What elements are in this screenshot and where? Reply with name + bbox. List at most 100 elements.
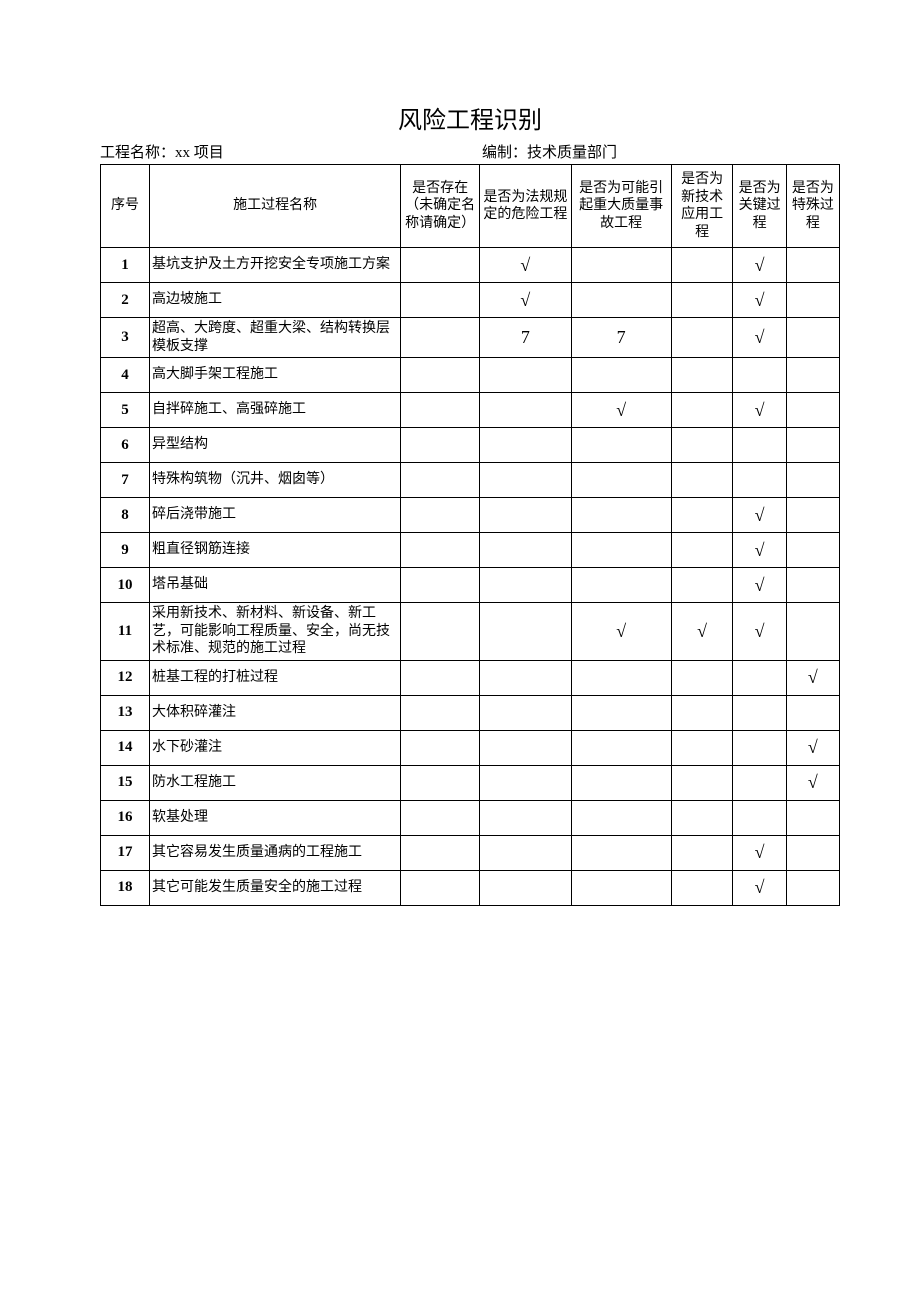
cell-c6 [786,463,839,498]
cell-seq: 11 [101,603,150,661]
cell-name: 其它容易发生质量通病的工程施工 [149,835,400,870]
cell-name: 采用新技术、新材料、新设备、新工艺，可能影响工程质量、安全，尚无技术标准、规范的… [149,603,400,661]
project-label: 工程名称： [100,145,175,161]
cell-c6 [786,358,839,393]
cell-c6 [786,695,839,730]
table-row: 8碎后浇带施工√ [101,498,840,533]
cell-c1 [401,393,480,428]
cell-c4 [671,568,733,603]
table-row: 12桩基工程的打桩过程 √ [101,660,840,695]
cell-c4 [671,248,733,283]
cell-name: 特殊构筑物（沉井、烟囱等） [149,463,400,498]
cell-name: 异型结构 [149,428,400,463]
cell-c3 [571,283,671,318]
cell-c6 [786,393,839,428]
cell-c6: √ [786,730,839,765]
cell-c3: √ [571,393,671,428]
cell-c1 [401,358,480,393]
cell-name: 其它可能发生质量安全的施工过程 [149,870,400,905]
table-row: 9粗直径钢筋连接√ [101,533,840,568]
cell-c2 [480,603,572,661]
cell-c2 [480,428,572,463]
cell-seq: 13 [101,695,150,730]
author: 编制：技术质量部门 [470,141,852,162]
cell-name: 塔吊基础 [149,568,400,603]
cell-name: 自拌碎施工、高强碎施工 [149,393,400,428]
cell-c3 [571,248,671,283]
page: 风险工程识别 工程名称：xx 项目 编制：技术质量部门 序号 施工过程名称 是否… [0,0,920,906]
cell-c1 [401,870,480,905]
cell-c4 [671,765,733,800]
cell-c4: √ [671,603,733,661]
cell-c6 [786,533,839,568]
cell-c5: √ [733,393,786,428]
author-value: 技术质量部门 [527,145,617,161]
table-row: 10塔吊基础√ [101,568,840,603]
cell-c6 [786,428,839,463]
cell-c3 [571,463,671,498]
cell-c2 [480,835,572,870]
cell-c1 [401,835,480,870]
cell-c5: √ [733,498,786,533]
cell-c5: √ [733,835,786,870]
cell-c3 [571,695,671,730]
cell-c3 [571,428,671,463]
table-row: 14水下砂灌注√ [101,730,840,765]
cell-c6 [786,835,839,870]
cell-c2 [480,660,572,695]
table-row: 5自拌碎施工、高强碎施工 √ √ [101,393,840,428]
cell-c2 [480,358,572,393]
cell-c6 [786,283,839,318]
cell-seq: 4 [101,358,150,393]
cell-c6: √ [786,660,839,695]
cell-c6 [786,318,839,358]
cell-c2 [480,393,572,428]
col-c6: 是否为特殊过程 [786,165,839,248]
cell-c4 [671,428,733,463]
cell-name: 桩基工程的打桩过程 [149,660,400,695]
col-c4: 是否为新技术应用工程 [671,165,733,248]
table-header-row: 序号 施工过程名称 是否存在（未确定名称请确定） 是否为法规规定的危险工程 是否… [101,165,840,248]
cell-c2: 7 [480,318,572,358]
cell-c6 [786,870,839,905]
cell-c3 [571,800,671,835]
cell-c5 [733,765,786,800]
table-row: 11采用新技术、新材料、新设备、新工艺，可能影响工程质量、安全，尚无技术标准、规… [101,603,840,661]
cell-c4 [671,870,733,905]
cell-c1 [401,498,480,533]
cell-c2 [480,533,572,568]
cell-c4 [671,695,733,730]
cell-c6: √ [786,765,839,800]
cell-name: 软基处理 [149,800,400,835]
cell-seq: 7 [101,463,150,498]
cell-c3 [571,730,671,765]
cell-c6 [786,248,839,283]
cell-seq: 12 [101,660,150,695]
cell-name: 碎后浇带施工 [149,498,400,533]
cell-seq: 15 [101,765,150,800]
cell-c3 [571,533,671,568]
cell-c5 [733,463,786,498]
cell-c5: √ [733,870,786,905]
cell-c4 [671,393,733,428]
cell-c1 [401,428,480,463]
cell-c4 [671,318,733,358]
cell-seq: 5 [101,393,150,428]
cell-c1 [401,730,480,765]
cell-c1 [401,800,480,835]
cell-c5: √ [733,603,786,661]
col-seq: 序号 [101,165,150,248]
table-row: 1基坑支护及土方开挖安全专项施工方案√√ [101,248,840,283]
cell-c3 [571,870,671,905]
cell-seq: 3 [101,318,150,358]
cell-c3: √ [571,603,671,661]
table-row: 13大体积碎灌注 [101,695,840,730]
cell-c1 [401,318,480,358]
col-c5: 是否为关键过程 [733,165,786,248]
cell-c2 [480,695,572,730]
cell-c1 [401,248,480,283]
cell-seq: 18 [101,870,150,905]
risk-table: 序号 施工过程名称 是否存在（未确定名称请确定） 是否为法规规定的危险工程 是否… [100,164,840,906]
cell-c6 [786,800,839,835]
cell-c3 [571,358,671,393]
